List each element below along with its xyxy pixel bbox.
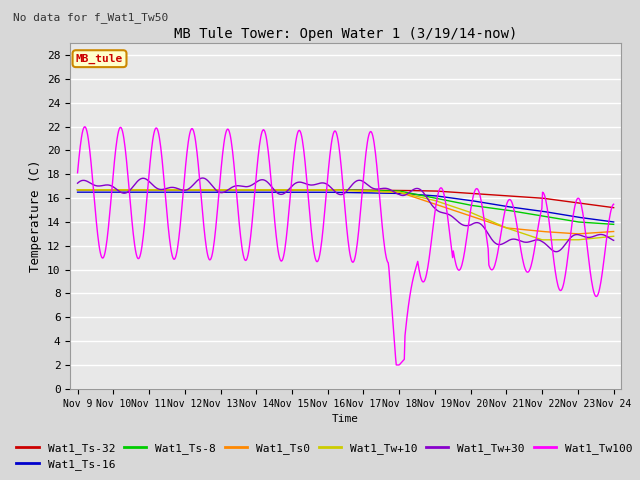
Y-axis label: Temperature (C): Temperature (C) xyxy=(29,160,42,272)
Text: No data for f_Wat1_Tw50: No data for f_Wat1_Tw50 xyxy=(13,12,168,23)
Title: MB Tule Tower: Open Water 1 (3/19/14-now): MB Tule Tower: Open Water 1 (3/19/14-now… xyxy=(174,27,517,41)
Text: MB_tule: MB_tule xyxy=(76,54,123,64)
Legend: Wat1_Ts-32, Wat1_Ts-16, Wat1_Ts-8, Wat1_Ts0, Wat1_Tw+10, Wat1_Tw+30, Wat1_Tw100: Wat1_Ts-32, Wat1_Ts-16, Wat1_Ts-8, Wat1_… xyxy=(12,438,637,474)
X-axis label: Time: Time xyxy=(332,414,359,424)
